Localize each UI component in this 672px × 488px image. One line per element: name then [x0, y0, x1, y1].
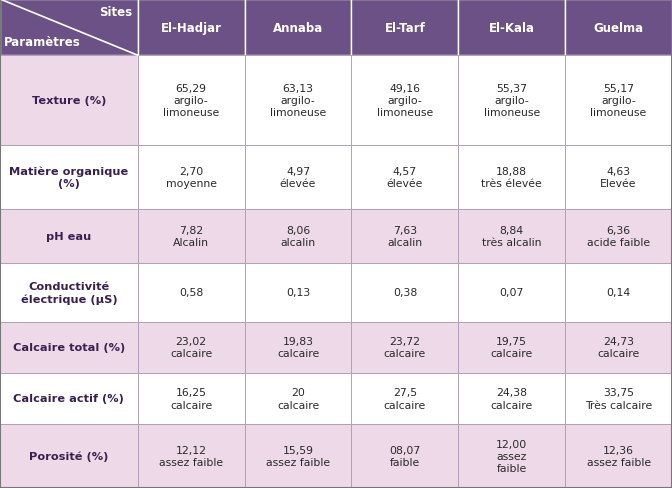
Text: 8,06
alcalin: 8,06 alcalin [280, 225, 316, 247]
Text: 18,88
très élevée: 18,88 très élevée [481, 166, 542, 189]
Bar [351, 56, 458, 145]
Text: Annaba: Annaba [273, 21, 323, 35]
Text: 08,07
faible: 08,07 faible [389, 445, 421, 467]
Bar [138, 209, 245, 263]
Bar [245, 373, 351, 424]
Bar [245, 322, 351, 373]
Bar [0, 145, 138, 209]
Bar [565, 0, 672, 56]
Bar [245, 263, 351, 322]
Text: 27,5
calcaire: 27,5 calcaire [384, 387, 426, 410]
Text: 7,82
Alcalin: 7,82 Alcalin [173, 225, 209, 247]
Bar [245, 56, 351, 145]
Bar [0, 263, 138, 322]
Bar [565, 209, 672, 263]
Bar [351, 145, 458, 209]
Bar [565, 145, 672, 209]
Bar [458, 209, 565, 263]
Bar [0, 424, 138, 488]
Text: 4,63
Elevée: 4,63 Elevée [600, 166, 637, 189]
Text: 55,17
argilo-
limoneuse: 55,17 argilo- limoneuse [591, 83, 646, 118]
Bar [351, 322, 458, 373]
Text: 0,14: 0,14 [606, 287, 631, 298]
Text: 12,00
assez
faible: 12,00 assez faible [496, 439, 528, 473]
Text: pH eau: pH eau [46, 231, 91, 241]
Text: Paramètres: Paramètres [4, 36, 81, 49]
Text: 0,58: 0,58 [179, 287, 204, 298]
Text: Calcaire actif (%): Calcaire actif (%) [13, 393, 124, 404]
Bar [0, 373, 138, 424]
Bar [351, 424, 458, 488]
Text: 4,97
élevée: 4,97 élevée [280, 166, 317, 189]
Text: Conductivité
électrique (μS): Conductivité électrique (μS) [21, 281, 117, 304]
Text: 19,75
calcaire: 19,75 calcaire [491, 336, 533, 359]
Bar [0, 209, 138, 263]
Text: 63,13
argilo-
limoneuse: 63,13 argilo- limoneuse [270, 83, 326, 118]
Bar [138, 145, 245, 209]
Bar [351, 263, 458, 322]
Bar [458, 322, 565, 373]
Text: Sites: Sites [99, 6, 132, 19]
Text: 0,13: 0,13 [286, 287, 310, 298]
Bar [565, 424, 672, 488]
Text: 12,36
assez faible: 12,36 assez faible [587, 445, 650, 467]
Bar [138, 373, 245, 424]
Bar [458, 424, 565, 488]
Text: 33,75
Très calcaire: 33,75 Très calcaire [585, 387, 653, 410]
Text: 49,16
argilo-
limoneuse: 49,16 argilo- limoneuse [377, 83, 433, 118]
Bar [138, 322, 245, 373]
Bar [138, 56, 245, 145]
Bar [351, 373, 458, 424]
Text: 12,12
assez faible: 12,12 assez faible [159, 445, 223, 467]
Bar [0, 0, 138, 56]
Bar [351, 209, 458, 263]
Bar [458, 263, 565, 322]
Bar [458, 56, 565, 145]
Text: 0,07: 0,07 [499, 287, 524, 298]
Text: El-Kala: El-Kala [489, 21, 535, 35]
Text: Texture (%): Texture (%) [32, 96, 106, 106]
Text: 8,84
très alcalin: 8,84 très alcalin [482, 225, 542, 247]
Text: 0,38: 0,38 [392, 287, 417, 298]
Text: 20
calcaire: 20 calcaire [277, 387, 319, 410]
Bar [0, 322, 138, 373]
Text: 23,02
calcaire: 23,02 calcaire [170, 336, 212, 359]
Bar [138, 263, 245, 322]
Bar [351, 0, 458, 56]
Text: 2,70
moyenne: 2,70 moyenne [166, 166, 216, 189]
Text: 55,37
argilo-
limoneuse: 55,37 argilo- limoneuse [484, 83, 540, 118]
Bar [565, 322, 672, 373]
Bar [565, 373, 672, 424]
Bar [138, 424, 245, 488]
Text: 6,36
acide faible: 6,36 acide faible [587, 225, 650, 247]
Text: El-Hadjar: El-Hadjar [161, 21, 222, 35]
Bar [0, 56, 138, 145]
Bar [458, 373, 565, 424]
Bar [245, 145, 351, 209]
Text: Porosité (%): Porosité (%) [29, 451, 109, 461]
Text: 24,38
calcaire: 24,38 calcaire [491, 387, 533, 410]
Bar [138, 0, 245, 56]
Text: Guelma: Guelma [593, 21, 644, 35]
Text: 23,72
calcaire: 23,72 calcaire [384, 336, 426, 359]
Text: 65,29
argilo-
limoneuse: 65,29 argilo- limoneuse [163, 83, 219, 118]
Text: 7,63
alcalin: 7,63 alcalin [387, 225, 423, 247]
Text: 24,73
calcaire: 24,73 calcaire [597, 336, 640, 359]
Text: Matière organique
(%): Matière organique (%) [9, 166, 128, 189]
Bar [458, 145, 565, 209]
Bar [245, 0, 351, 56]
Text: 16,25
calcaire: 16,25 calcaire [170, 387, 212, 410]
Text: 15,59
assez faible: 15,59 assez faible [266, 445, 330, 467]
Text: Calcaire total (%): Calcaire total (%) [13, 343, 125, 352]
Text: 4,57
élevée: 4,57 élevée [386, 166, 423, 189]
Bar [245, 424, 351, 488]
Text: 19,83
calcaire: 19,83 calcaire [277, 336, 319, 359]
Bar [458, 0, 565, 56]
Bar [245, 209, 351, 263]
Text: El-Tarf: El-Tarf [384, 21, 425, 35]
Bar [565, 56, 672, 145]
Bar [565, 263, 672, 322]
